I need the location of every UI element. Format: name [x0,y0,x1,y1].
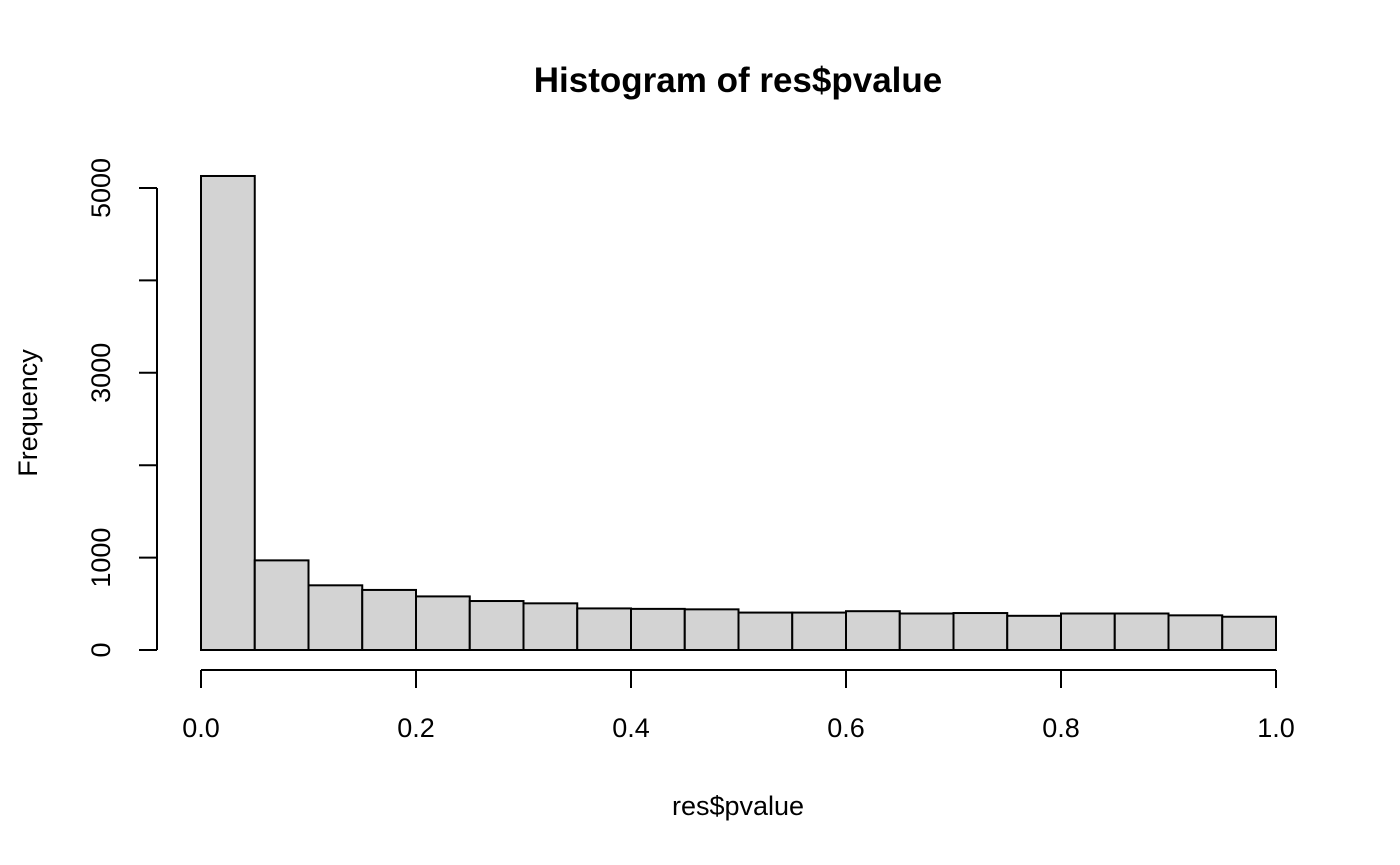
histogram-bar [253,559,310,652]
histogram-bar [576,607,632,651]
chart-title: Histogram of res$pvalue [534,61,942,100]
y-tick-label: 0 [86,642,116,657]
histogram-bar [1060,612,1116,652]
x-axis-label: res$pvalue [672,791,804,821]
x-tick-label: 0.6 [827,713,865,743]
histogram-bar [1006,614,1062,652]
histogram-bar [307,584,364,652]
x-tick-label: 0.8 [1042,713,1080,743]
y-tick-label: 3000 [86,343,116,403]
histogram-bar [415,595,471,652]
x-tick-label: 1.0 [1257,713,1295,743]
y-tick-label: 5000 [86,158,116,218]
histogram-bar [791,611,847,652]
x-tick-label: 0.4 [612,713,650,743]
histogram-bar [1113,612,1170,652]
histogram-bar [845,610,901,652]
histogram-bar [361,588,417,652]
histogram-bar [898,612,955,652]
histogram-bar [522,602,579,652]
histogram-bar [468,600,525,652]
y-axis: 0 1000 3000 5000 [86,158,158,658]
x-axis: 0.0 0.2 0.4 0.6 0.8 1.0 [182,669,1295,743]
y-axis-label: Frequency [13,349,43,477]
x-tick-label: 0.2 [397,713,435,743]
y-tick-label: 1000 [86,528,116,588]
histogram-bar [737,611,794,652]
histogram-bar [1221,615,1277,652]
histogram-bar [1167,614,1224,651]
bars-group [200,174,1277,652]
histogram-bar [630,607,686,652]
x-tick-label: 0.0 [182,713,220,743]
histogram-bar [683,608,740,651]
histogram-bar [200,174,256,651]
histogram-bar [952,612,1009,651]
